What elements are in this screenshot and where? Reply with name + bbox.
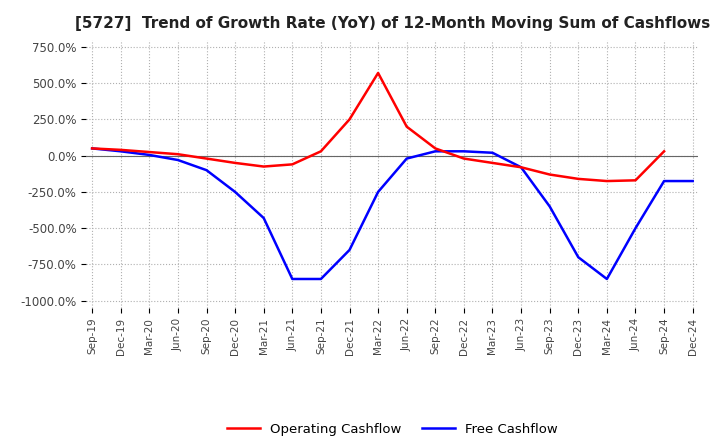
Operating Cashflow xyxy=(660,149,668,154)
Free Cashflow xyxy=(688,178,697,183)
Operating Cashflow xyxy=(288,162,297,167)
Operating Cashflow xyxy=(88,146,96,151)
Operating Cashflow xyxy=(374,70,382,76)
Free Cashflow xyxy=(345,247,354,253)
Free Cashflow xyxy=(660,178,668,183)
Operating Cashflow xyxy=(431,146,440,151)
Free Cashflow xyxy=(574,255,582,260)
Free Cashflow xyxy=(317,276,325,282)
Free Cashflow xyxy=(259,216,268,221)
Legend: Operating Cashflow, Free Cashflow: Operating Cashflow, Free Cashflow xyxy=(222,418,563,440)
Free Cashflow xyxy=(603,276,611,282)
Operating Cashflow xyxy=(145,150,153,155)
Operating Cashflow xyxy=(517,165,526,170)
Free Cashflow xyxy=(545,204,554,209)
Operating Cashflow xyxy=(631,178,640,183)
Free Cashflow xyxy=(117,149,125,154)
Operating Cashflow xyxy=(259,164,268,169)
Free Cashflow xyxy=(202,168,211,173)
Free Cashflow xyxy=(459,149,468,154)
Free Cashflow xyxy=(517,165,526,170)
Operating Cashflow xyxy=(117,147,125,153)
Operating Cashflow xyxy=(574,176,582,182)
Free Cashflow xyxy=(174,158,182,163)
Operating Cashflow xyxy=(174,151,182,157)
Free Cashflow xyxy=(631,226,640,231)
Operating Cashflow xyxy=(459,156,468,161)
Free Cashflow xyxy=(374,189,382,194)
Operating Cashflow xyxy=(545,172,554,177)
Operating Cashflow xyxy=(402,124,411,129)
Free Cashflow xyxy=(488,150,497,155)
Free Cashflow xyxy=(88,146,96,151)
Operating Cashflow xyxy=(317,149,325,154)
Operating Cashflow xyxy=(345,117,354,122)
Operating Cashflow xyxy=(488,160,497,165)
Operating Cashflow xyxy=(231,160,240,165)
Free Cashflow xyxy=(231,189,240,194)
Line: Operating Cashflow: Operating Cashflow xyxy=(92,73,664,181)
Free Cashflow xyxy=(402,156,411,161)
Free Cashflow xyxy=(145,152,153,158)
Operating Cashflow xyxy=(603,178,611,183)
Line: Free Cashflow: Free Cashflow xyxy=(92,148,693,279)
Free Cashflow xyxy=(288,276,297,282)
Operating Cashflow xyxy=(202,156,211,161)
Title: [5727]  Trend of Growth Rate (YoY) of 12-Month Moving Sum of Cashflows: [5727] Trend of Growth Rate (YoY) of 12-… xyxy=(75,16,710,32)
Free Cashflow xyxy=(431,149,440,154)
